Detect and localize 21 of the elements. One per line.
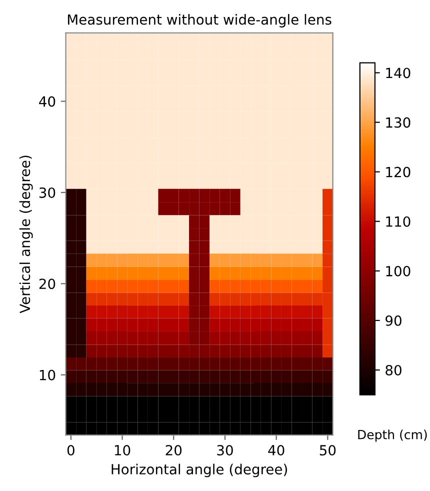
color-bar-title: Depth (cm): [358, 430, 427, 442]
x-tick-label: 10: [114, 444, 130, 456]
y-tick-label: 30: [39, 187, 56, 198]
y-axis-title: Vertical angle (degree): [19, 156, 33, 314]
chart-title: Measurement without wide-angle lens: [68, 14, 332, 28]
x-tick-label: 20: [166, 444, 182, 456]
color-bar-label: 90: [386, 315, 402, 326]
color-bar-label: 120: [386, 166, 410, 178]
color-bar-label: 80: [386, 364, 402, 376]
color-bar-label: 110: [386, 216, 410, 227]
color-bar-label: 100: [386, 266, 410, 276]
color-bar-label: 130: [386, 117, 410, 128]
x-tick-label: 40: [268, 444, 284, 456]
y-tick-label: 20: [39, 278, 56, 290]
x-axis-title: Horizontal angle (degree): [112, 464, 287, 478]
y-tick-label: 40: [39, 96, 56, 107]
x-tick-label: 50: [320, 444, 336, 456]
color-bar-label: 140: [386, 68, 410, 78]
x-tick-label: 30: [217, 444, 233, 456]
x-tick-label: 0: [67, 444, 74, 456]
y-tick-label: 10: [40, 370, 56, 380]
